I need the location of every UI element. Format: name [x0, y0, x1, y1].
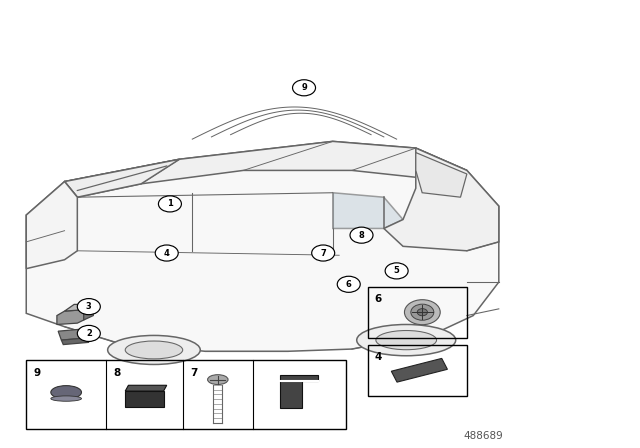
Text: 1: 1	[167, 199, 173, 208]
Text: 7: 7	[320, 249, 326, 258]
Circle shape	[156, 245, 178, 261]
Ellipse shape	[108, 336, 200, 365]
Text: 2: 2	[86, 329, 92, 338]
Text: 9: 9	[301, 83, 307, 92]
Polygon shape	[384, 148, 499, 251]
Polygon shape	[26, 142, 499, 351]
Ellipse shape	[125, 341, 182, 359]
Ellipse shape	[376, 331, 436, 350]
Polygon shape	[65, 142, 467, 197]
Ellipse shape	[356, 324, 456, 356]
Text: 6: 6	[374, 294, 381, 304]
Bar	[26, 360, 346, 430]
Circle shape	[159, 196, 181, 212]
Polygon shape	[391, 358, 447, 382]
Ellipse shape	[51, 396, 81, 401]
Text: 4: 4	[374, 352, 381, 362]
Circle shape	[417, 309, 428, 316]
Polygon shape	[65, 159, 179, 197]
Text: 3: 3	[86, 302, 92, 311]
Polygon shape	[65, 304, 93, 311]
Circle shape	[77, 298, 100, 314]
Polygon shape	[333, 193, 403, 228]
Circle shape	[411, 304, 434, 320]
Circle shape	[77, 325, 100, 341]
Polygon shape	[280, 375, 319, 408]
Polygon shape	[61, 338, 89, 345]
Bar	[368, 345, 467, 396]
Polygon shape	[125, 385, 167, 391]
Text: 9: 9	[34, 368, 41, 378]
Text: 5: 5	[394, 267, 399, 276]
Bar	[125, 391, 164, 407]
Polygon shape	[57, 310, 84, 324]
Polygon shape	[84, 304, 93, 320]
Circle shape	[312, 245, 335, 261]
Circle shape	[404, 300, 440, 325]
Ellipse shape	[207, 375, 228, 384]
Text: 488689: 488689	[463, 431, 503, 440]
Circle shape	[337, 276, 360, 293]
Circle shape	[350, 227, 373, 243]
Text: 8: 8	[114, 368, 121, 378]
Text: 8: 8	[358, 231, 364, 240]
Text: 4: 4	[164, 249, 170, 258]
Text: 6: 6	[346, 280, 351, 289]
Polygon shape	[416, 152, 467, 197]
Circle shape	[385, 263, 408, 279]
Circle shape	[292, 80, 316, 96]
Text: 7: 7	[190, 368, 198, 378]
Polygon shape	[26, 181, 77, 269]
Ellipse shape	[51, 386, 81, 399]
Bar	[368, 287, 467, 338]
Polygon shape	[58, 329, 87, 340]
